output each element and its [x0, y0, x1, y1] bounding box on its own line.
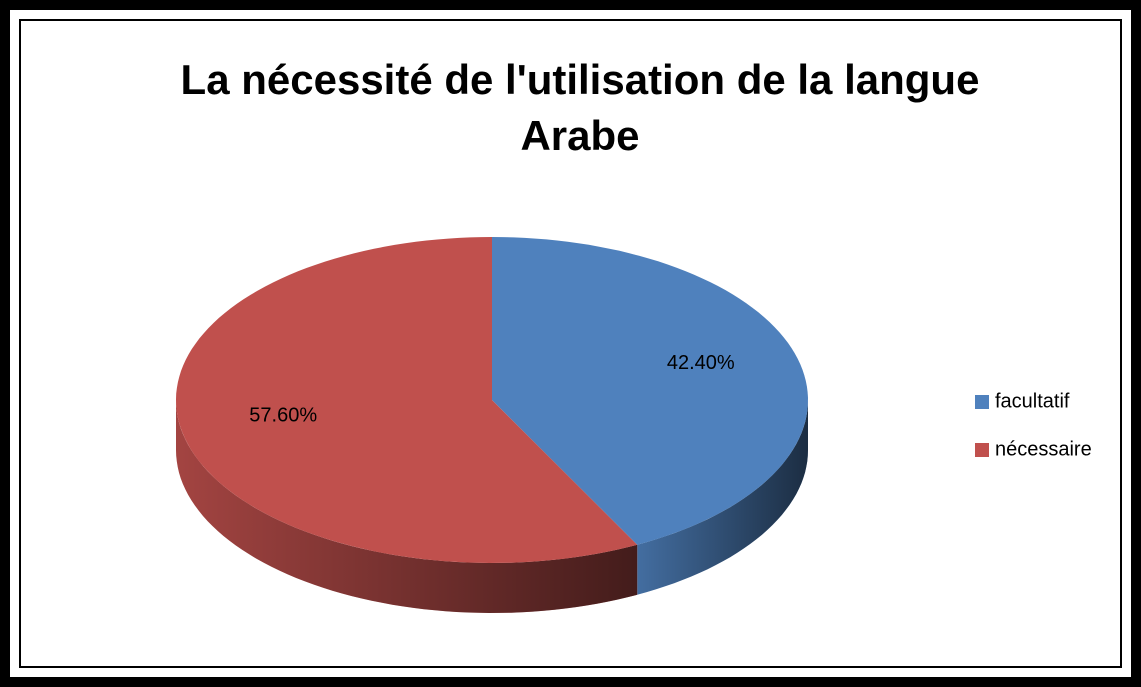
slice-side-shade — [637, 400, 808, 595]
legend-label: nécessaire — [995, 438, 1092, 460]
slice-side-shade — [176, 400, 638, 613]
slice — [176, 237, 638, 563]
inner-border — [19, 19, 1122, 668]
data-label: 57.60% — [249, 404, 317, 426]
slice — [492, 237, 808, 545]
chart-title: La nécessité de l'utilisation de la lang… — [180, 56, 980, 159]
pie: 42.40% 57.60% — [176, 237, 808, 613]
data-label: 42.40% — [667, 352, 735, 374]
legend-swatch — [975, 395, 989, 409]
legend-label: facultatif — [995, 390, 1070, 412]
legend-swatch — [975, 443, 989, 457]
legend: facultatif nécessaire — [975, 390, 1092, 460]
